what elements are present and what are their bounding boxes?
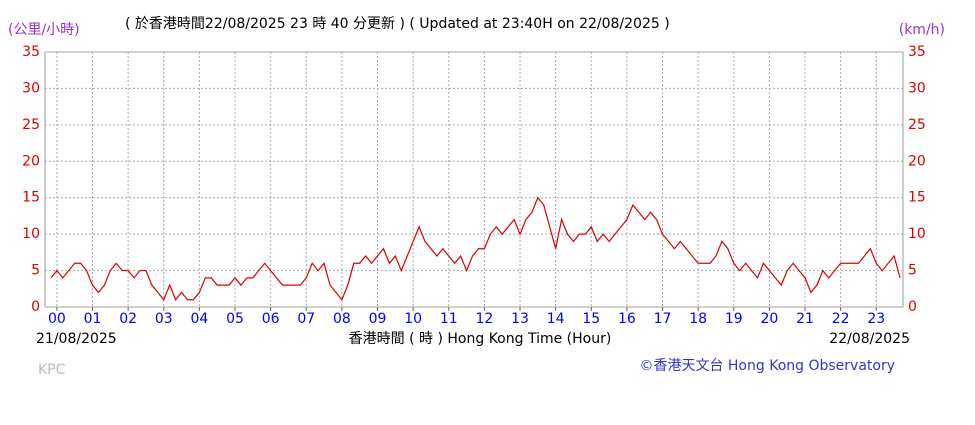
y-tick-label: 25 [22,117,40,133]
x-tick-label: 10 [404,311,422,327]
x-tick-label: 14 [547,311,565,327]
credit: ©香港天文台 Hong Kong Observatory [639,358,895,374]
y2-tick-label: 5 [908,263,917,279]
y-tick-label: 5 [31,263,40,279]
station: KPC [38,362,66,378]
y-axis-label: (公里/小時) [8,22,80,38]
x-tick-label: 06 [262,311,280,327]
y2-tick-label: 10 [908,226,926,242]
x-tick-label: 03 [155,311,173,327]
chart-title: ( 於香港時間22/08/2025 23 時 40 分更新 ) ( Update… [125,16,670,32]
y-tick-label: 0 [31,299,40,315]
x-tick-label: 07 [297,311,315,327]
x-tick-label: 15 [582,311,600,327]
x-tick-label: 01 [84,311,102,327]
y2-tick-label: 0 [908,299,917,315]
y-tick-label: 30 [22,80,40,96]
x-axis-label: 香港時間 ( 時 ) Hong Kong Time (Hour) [349,331,612,347]
x-tick-label: 22 [832,311,850,327]
x-tick-label: 20 [760,311,778,327]
x-tick-label: 21 [796,311,814,327]
y2-tick-label: 20 [908,153,926,169]
plot-frame [44,51,904,308]
x-tick-label: 08 [333,311,351,327]
y-tick-label: 35 [22,44,40,60]
x-tick-label: 12 [475,311,493,327]
x-tick-label: 23 [867,311,885,327]
y-tick-label: 15 [22,190,40,206]
x-tick-label: 16 [618,311,636,327]
y2-tick-label: 30 [908,80,926,96]
start-date: 21/08/2025 [36,331,117,347]
x-tick-label: 19 [725,311,743,327]
end-date: 22/08/2025 [829,331,910,347]
x-tick-label: 18 [689,311,707,327]
x-tick-label: 04 [190,311,208,327]
y2-tick-label: 15 [908,190,926,206]
x-tick-label: 13 [511,311,529,327]
y2-tick-label: 25 [908,117,926,133]
x-tick-label: 09 [369,311,387,327]
y-tick-label: 10 [22,226,40,242]
y-tick-label: 20 [22,153,40,169]
x-tick-label: 00 [48,311,66,327]
x-tick-label: 02 [119,311,137,327]
x-tick-label: 17 [654,311,672,327]
y2-tick-label: 35 [908,44,926,60]
y2-axis-label: (km/h) [899,22,945,38]
data-line [50,196,901,301]
x-tick-label: 05 [226,311,244,327]
x-tick-label: 11 [440,311,458,327]
